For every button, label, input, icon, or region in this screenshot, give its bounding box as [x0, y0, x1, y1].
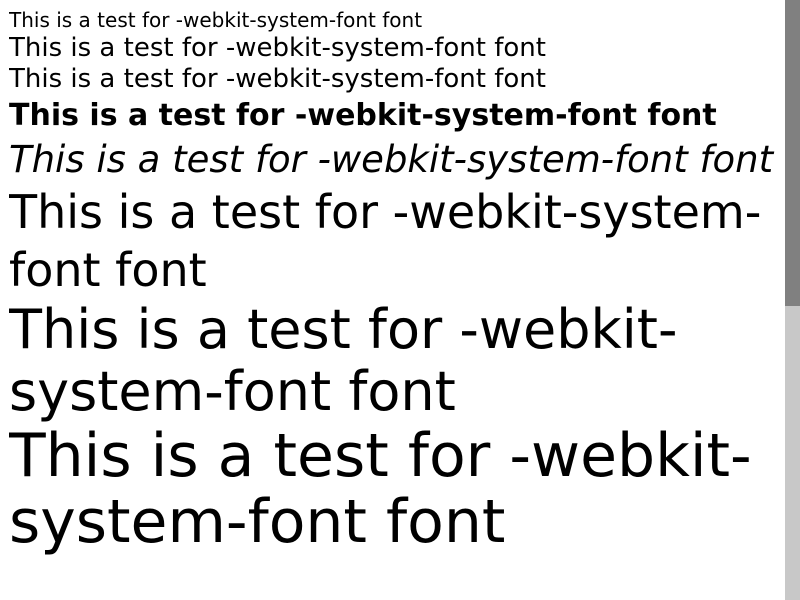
document-body: This is a test for -webkit-system-font f… [9, 0, 779, 600]
scrollbar-thumb[interactable] [785, 0, 800, 306]
text-line-8: This is a test for -webkit-system-font f… [9, 421, 752, 557]
text-line-6: This is a test for -webkit-system-font f… [9, 185, 762, 297]
text-line-3: This is a test for -webkit-system-font f… [9, 64, 546, 94]
text-line-1: This is a test for -webkit-system-font f… [9, 8, 423, 32]
text-line-7: This is a test for -webkit-system-font f… [9, 298, 678, 423]
text-line-5-italic: This is a test for -webkit-system-font f… [9, 138, 774, 181]
text-line-2: This is a test for -webkit-system-font f… [9, 33, 546, 63]
text-line-4-bold: This is a test for -webkit-system-font f… [9, 98, 717, 133]
vertical-scrollbar[interactable] [785, 0, 800, 600]
